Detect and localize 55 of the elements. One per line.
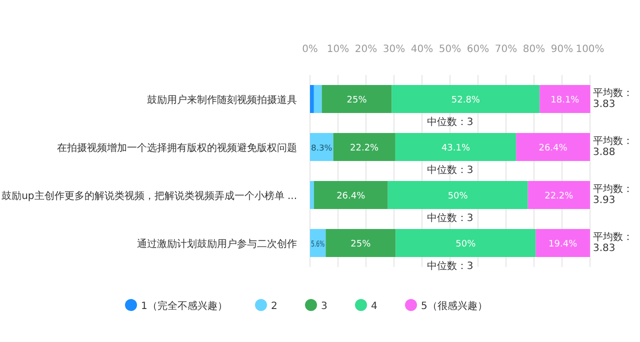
bar	[388, 181, 528, 209]
data-label: 25%	[346, 96, 368, 106]
legend-label: 3	[321, 301, 328, 312]
bar	[322, 85, 392, 113]
y-tick-label: 鼓励up主创作更多的解说类视频，把解说类视频弄成一个小榜单 ...	[2, 190, 297, 202]
data-label: 43.1%	[441, 144, 470, 154]
x-tick-label: 0%	[302, 44, 318, 55]
x-tick-label: 80%	[522, 44, 546, 55]
bar	[333, 133, 396, 161]
bar	[314, 181, 388, 209]
bar	[392, 85, 540, 113]
data-label: 26.4%	[538, 144, 568, 154]
data-label: 19.4%	[548, 240, 578, 250]
data-label: 18.1%	[550, 96, 580, 106]
data-label: 50%	[448, 192, 468, 202]
text: 平均数：3.88	[593, 135, 633, 158]
x-tick-label: 50%	[438, 44, 462, 55]
text: 平均数：3.83	[593, 87, 633, 110]
data-label: 22.2%	[544, 192, 574, 202]
bar	[516, 133, 590, 161]
bar	[528, 181, 590, 209]
annotation: 中位数：3	[426, 212, 474, 224]
legend-label: 4	[371, 301, 378, 312]
bar	[310, 181, 314, 209]
data-label: 8.3%	[311, 144, 333, 152]
data-label: 50%	[456, 240, 476, 250]
y-tick-label: 在拍摄视频增加一个选择拥有版权的视频避免版权问题	[57, 142, 297, 154]
text: 平均数：3.83	[593, 231, 633, 254]
annotation: 中位数：3	[426, 116, 474, 128]
bar	[396, 229, 536, 257]
annotation: 中位数：3	[426, 260, 474, 272]
annotation: 中位数：3	[426, 164, 474, 176]
x-tick-label: 90%	[550, 44, 574, 55]
bar	[395, 133, 516, 161]
data-label: 26.4%	[336, 192, 366, 202]
legend-label: 2	[271, 301, 278, 312]
x-tick-label: 60%	[466, 44, 490, 55]
bar	[540, 85, 590, 113]
y-tick-label: 鼓励用户来制作随刻视频拍摄道具	[147, 94, 297, 106]
bar	[326, 229, 396, 257]
data-label: 25%	[350, 240, 372, 250]
text: 平均数：3.93	[593, 183, 633, 206]
x-tick-label: 20%	[354, 44, 378, 55]
x-tick-label: 70%	[494, 44, 518, 55]
data-label: 22.2%	[350, 144, 380, 154]
data-label: 52.8%	[451, 96, 480, 106]
x-tick-label: 100%	[576, 44, 604, 55]
y-tick-label: 通过激励计划鼓励用户参与二次创作	[137, 238, 297, 250]
x-tick-label: 40%	[410, 44, 434, 55]
data-label: 5.6%	[311, 240, 332, 248]
legend-label: 5（很感兴趣）	[421, 300, 488, 312]
x-tick-label: 30%	[382, 44, 406, 55]
legend-label: 1（完全不感兴趣）	[141, 300, 228, 312]
x-tick-label: 10%	[326, 44, 350, 55]
bar	[536, 229, 590, 257]
